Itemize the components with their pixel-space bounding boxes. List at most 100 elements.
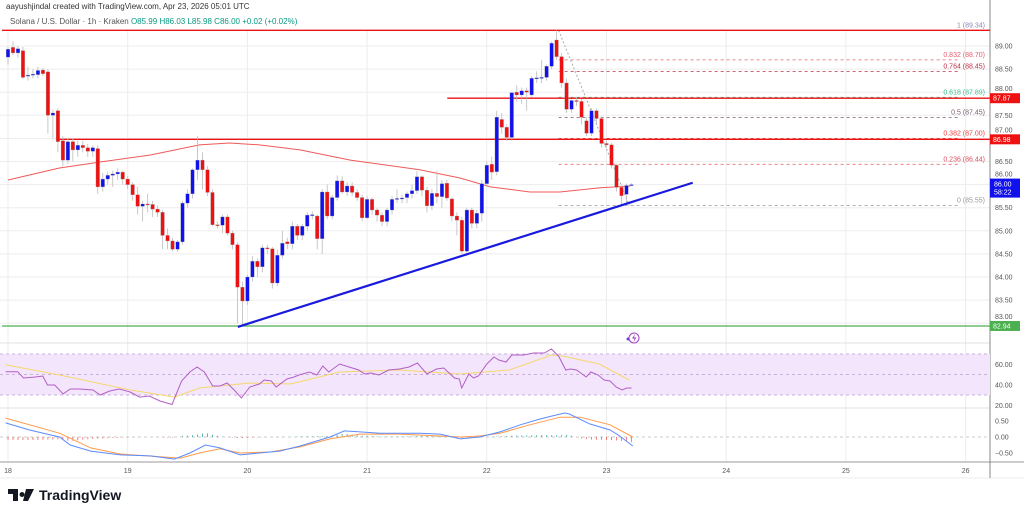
candle-body [489,164,494,173]
price-level-badge [990,320,1020,331]
candle-body [185,193,190,204]
candle-body [225,216,230,234]
candle-body [105,175,110,180]
tradingview-logo[interactable]: TradingView [8,487,121,503]
candle-body [330,197,335,217]
candle-body [350,185,355,193]
fib-level-label: 0 (85.55) [957,197,985,204]
price-axis-tick: 85.50 [995,205,1013,212]
time-axis-tick: 26 [962,468,970,475]
candle-body [320,191,325,239]
candle-body [255,261,260,267]
price-axis-tick: 89.00 [995,44,1013,51]
candle-body [604,143,609,146]
candle-body [549,43,554,67]
macd-axis-tick: −0.50 [995,451,1013,458]
time-axis-tick: 18 [4,468,12,475]
brand-name: TradingView [39,487,122,503]
candle-body [85,147,90,152]
price-axis-tick: 83.50 [995,298,1013,305]
candle-body [509,92,514,138]
candle-body [190,169,195,194]
candle-body [215,224,220,226]
candle-body [130,184,135,195]
candle-body [424,189,429,207]
candle-body [444,183,449,199]
candle-body [335,180,340,198]
price-axis-tick: 87.00 [995,127,1013,134]
candle-body [170,240,175,250]
candle-body [90,147,95,152]
candle-body [11,47,15,54]
candle-body [205,169,210,193]
candle-body [484,165,489,184]
price-axis-tick: 83.00 [995,314,1013,321]
candle-body [195,159,200,170]
countdown-text: 58:22 [994,190,1012,197]
candle-body [340,180,345,193]
candle-body [524,90,529,93]
time-axis-tick: 25 [842,468,850,475]
candle-body [125,178,130,185]
candle-body [235,244,240,288]
candle-body [569,100,574,110]
candle-body [315,215,320,239]
candle-body [360,197,365,219]
candle-body [375,209,380,216]
candle-body [449,198,454,217]
candle-body [55,110,60,142]
candle-body [260,247,265,267]
fib-level-label: 0.236 (86.44) [943,156,985,163]
rsi-ma-line [5,354,630,398]
candle-body [120,171,125,180]
candle-body [180,202,185,243]
lightning-event-icon[interactable] [626,332,640,344]
candle-body [459,220,464,252]
candle-body [464,209,469,252]
ohlc-low: L85.98 [187,17,212,26]
candle-body [474,213,479,224]
symbol-title[interactable]: Solana / U.S. Dollar · 1h · Kraken [10,17,129,26]
candle-body [579,101,584,118]
candle-body [265,247,270,250]
support-trendline [237,181,694,328]
time-axis-tick: 24 [722,468,730,475]
candle-body [6,49,10,58]
candle-body [434,193,439,197]
fib-level-label: 0.832 (88.70) [943,52,985,59]
candle-body [380,214,385,222]
candle-body [469,209,474,224]
chart-credit: aayushjindal created with TradingView.co… [6,2,250,11]
candle-body [25,74,30,77]
candle-body [245,276,250,302]
price-level-badge-text: 86.98 [993,137,1011,144]
price-level-badge-text: 82.94 [993,323,1011,330]
candle-body [295,226,300,236]
candle-body [75,145,80,151]
candle-body [230,232,235,245]
candle-body [140,203,145,207]
ohlc-change: +0.02 (+0.02%) [242,17,298,26]
candle-body [275,255,280,284]
candle-body [60,140,65,161]
candle-body [250,261,255,278]
candle-body [514,92,519,96]
candle-body [395,198,399,200]
price-axis-tick: 84.00 [995,275,1013,282]
ohlc-close: C86.00 [214,17,240,26]
candle-body [519,90,524,96]
price-axis-tick: 84.50 [995,251,1013,258]
candle-body [155,208,160,213]
candle-body [70,141,75,151]
candle-body [200,159,205,170]
current-price-text: 86.00 [994,182,1012,189]
candle-body [145,203,150,206]
candle-body [345,185,350,193]
candle-body [290,226,295,244]
candle-body [504,127,509,138]
fib-level-label: 0.618 (87.89) [943,89,985,96]
candle-body [355,192,360,198]
candle-body [559,56,564,84]
ohlc-high: H86.03 [159,17,186,26]
